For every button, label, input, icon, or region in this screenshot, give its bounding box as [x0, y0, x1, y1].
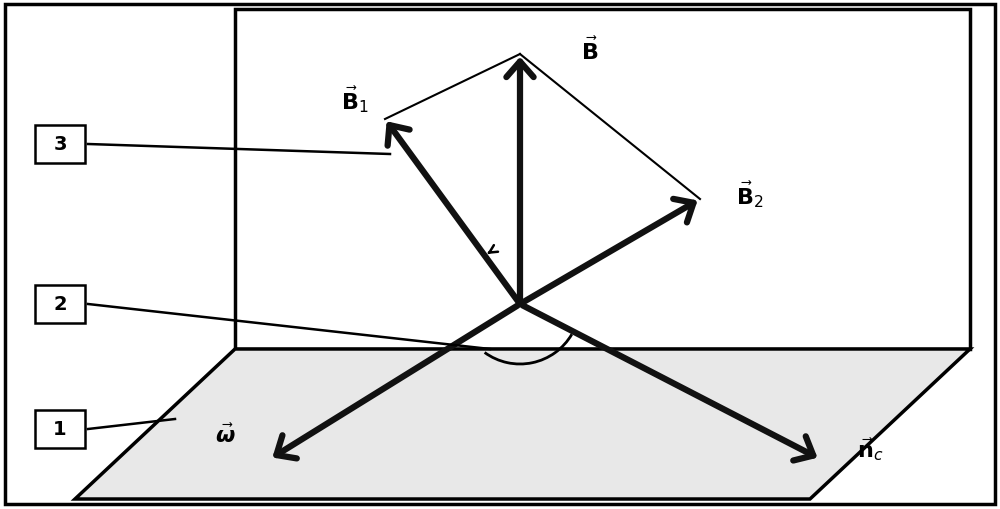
Text: 3: 3 — [53, 135, 67, 154]
Bar — [35, 286, 85, 323]
Polygon shape — [235, 10, 970, 349]
Text: 2: 2 — [53, 295, 67, 314]
Text: $\vec{\mathbf{B}}_1$: $\vec{\mathbf{B}}_1$ — [341, 84, 369, 115]
Text: $\vec{\mathbf{B}}_2$: $\vec{\mathbf{B}}_2$ — [736, 179, 764, 210]
Bar — [35, 410, 85, 448]
Text: $\vec{\mathbf{B}}$: $\vec{\mathbf{B}}$ — [581, 36, 599, 64]
Text: $\vec{\boldsymbol{\omega}}$: $\vec{\boldsymbol{\omega}}$ — [215, 422, 235, 446]
Text: $\vec{\mathbf{n}}_c$: $\vec{\mathbf{n}}_c$ — [857, 436, 883, 463]
Bar — [35, 126, 85, 164]
Text: 1: 1 — [53, 420, 67, 439]
Polygon shape — [75, 349, 970, 499]
